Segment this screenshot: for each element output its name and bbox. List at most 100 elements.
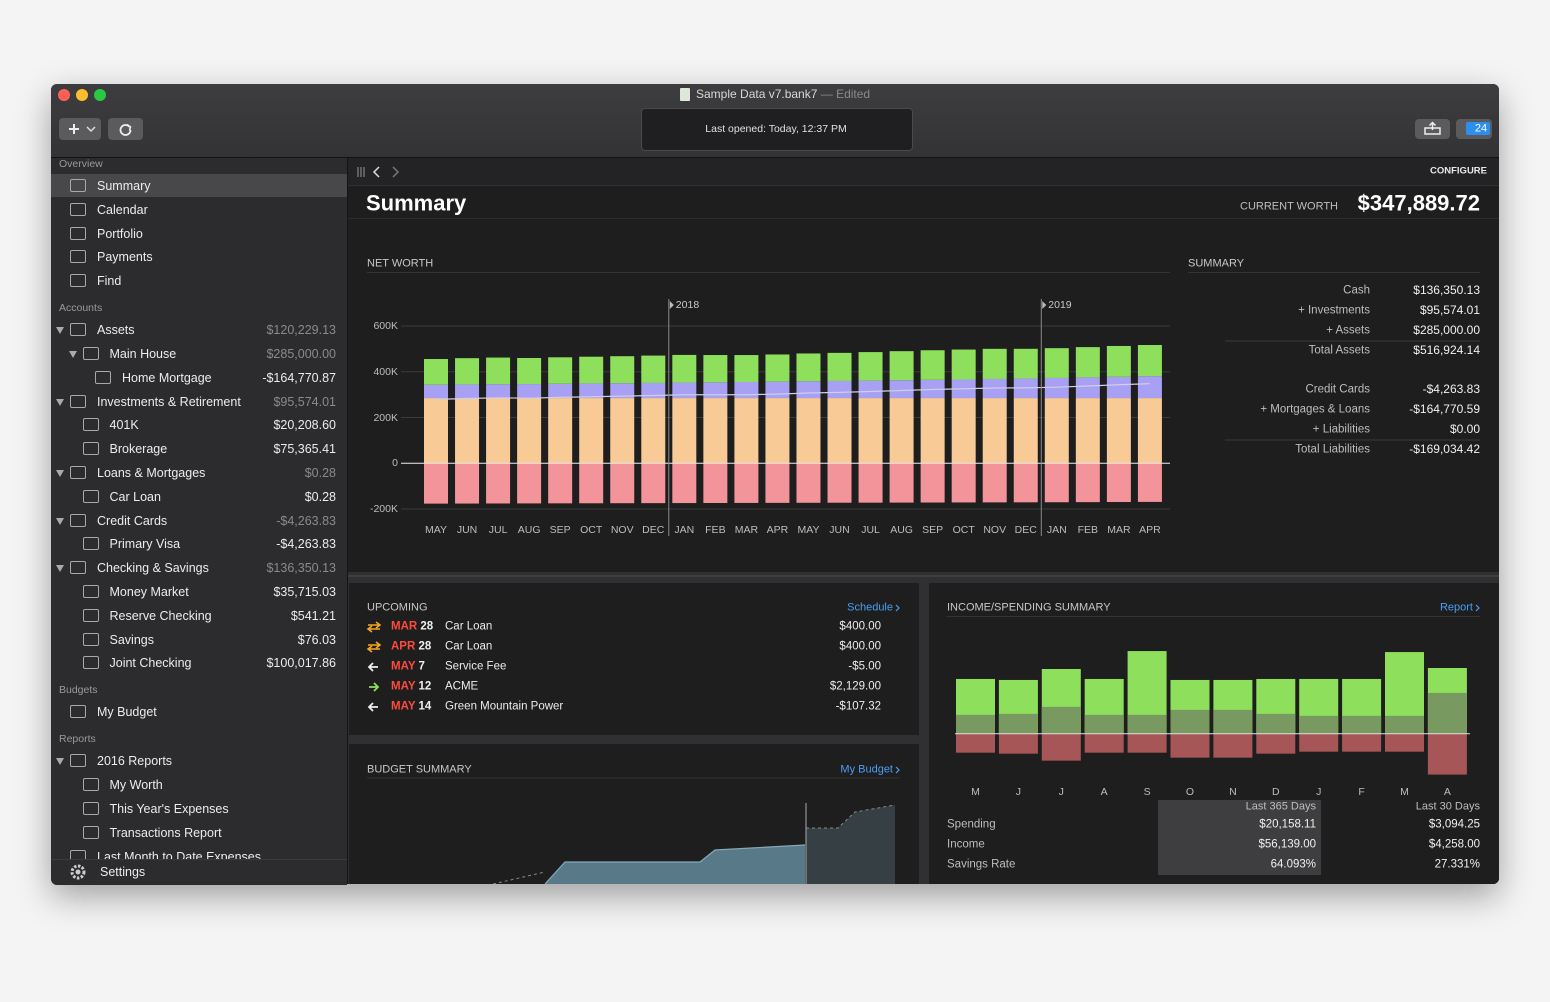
add-button[interactable] [59,118,101,140]
sidebar-item[interactable]: Car Loan [109,489,161,504]
x-tick-label: JUL [861,523,880,536]
bar-segment [796,463,821,503]
bar-segment [486,357,511,385]
sidebar-item[interactable]: Find [97,274,122,288]
share-button[interactable] [1415,119,1450,139]
disclosure-triangle [68,351,77,358]
sidebar-item[interactable]: 401K [109,418,139,433]
sidebar-item[interactable]: Loans & Mortgages [97,465,206,480]
bar [1427,733,1467,775]
date-month: MAY [391,680,416,693]
x-tick-label: A [1100,785,1108,798]
summary-title: SUMMARY [1188,257,1245,270]
sidebar-amount: $541.21 [290,608,336,623]
sidebar-amount: -$164,770.87 [262,370,336,385]
item-icon [82,585,99,598]
zoom-button[interactable] [94,89,106,101]
calendar-icon [1466,122,1490,135]
sidebar-item[interactable]: Money Market [109,584,189,599]
bar-overlay [1299,715,1339,734]
sidebar-item[interactable]: Credit Cards [97,513,168,528]
bar-segment [889,463,914,503]
x-tick-label: JUN [829,523,850,536]
summary-value: $136,350.13 [1413,283,1480,298]
bar-segment [703,398,728,464]
sidebar-amount: $120,229.13 [266,323,336,337]
bar-segment [703,355,728,383]
sidebar-item[interactable]: This Year's Expenses [109,801,229,816]
bar-segment [548,357,573,384]
bar-overlay [1385,715,1424,734]
section-header: Reports [59,733,96,746]
bar-segment [951,463,976,503]
sidebar-item[interactable]: Main House [109,346,177,361]
bar-overlay [1213,709,1253,734]
item-icon [70,705,86,719]
minimize-button[interactable] [76,89,88,101]
panel-link[interactable]: Report [1439,601,1473,614]
sidebar-item[interactable]: Checking & Savings [97,561,209,575]
panel-title: INCOME/SPENDING SUMMARY [947,601,1111,614]
refresh-button[interactable] [108,118,143,140]
panel-title: UPCOMING [367,601,428,614]
bar-segment [951,398,976,464]
configure-button[interactable]: CONFIGURE [1430,165,1487,177]
item-icon [70,513,86,527]
row-value: 27.331% [1434,858,1480,871]
x-tick-label: O [1185,785,1195,798]
upcoming-amount: $2,129.00 [829,680,881,693]
bar-segment [827,398,852,464]
sidebar-item[interactable]: Investments & Retirement [97,394,241,409]
settings-bar[interactable] [51,859,347,885]
bar-segment [827,352,852,381]
item-icon [70,754,86,768]
bar-segment [579,356,604,384]
sidebar-item[interactable]: Last Month to Date Expenses [97,849,261,859]
sidebar-item[interactable]: Brokerage [109,442,168,456]
sidebar-item[interactable]: Home Mortgage [122,370,212,385]
bar-segment [486,463,511,504]
sidebar-item[interactable]: Reserve Checking [109,608,212,623]
settings-label[interactable]: Settings [100,864,146,879]
bar-segment [703,463,728,504]
sidebar-item[interactable]: My Budget [97,705,157,720]
calendar-badge: 24 [1474,122,1488,135]
item-icon [82,347,99,360]
bar-segment [858,398,883,464]
sidebar-item[interactable]: Joint Checking [109,656,192,671]
disclosure-triangle [56,758,64,766]
panel-link[interactable]: My Budget [840,763,893,776]
summary-value: $285,000.00 [1413,323,1480,338]
last-opened: Last opened: Today, 12:37 PM [705,122,847,135]
budget-chart [367,777,900,884]
upcoming-date: MAY 14 [391,700,431,713]
close-button[interactable] [58,89,70,101]
sidebar-item[interactable]: Primary Visa [109,537,181,552]
bar-segment [982,348,1007,379]
summary-value: -$169,034.42 [1409,442,1480,457]
row-label: Spending [947,818,996,831]
sidebar-item[interactable]: My Worth [109,778,163,792]
bar-segment [734,381,759,399]
sidebar-item[interactable]: Transactions Report [109,825,222,840]
sidebar-item[interactable]: Calendar [97,202,148,217]
x-tick-label: OCT [952,523,975,536]
sidebar-item[interactable]: Summary [97,178,151,193]
x-tick-label: J [1316,785,1322,798]
bar [998,733,1038,754]
bar-overlay [998,713,1038,734]
sidebar-item[interactable]: Payments [97,250,153,265]
upcoming-amount: $400.00 [839,640,881,653]
panel-link[interactable]: Schedule [847,601,893,614]
sidebar-item[interactable]: 2016 Reports [97,754,173,769]
sidebar-item[interactable]: Assets [97,323,135,337]
sidebar-item[interactable]: Portfolio [97,226,143,241]
sidebar-item[interactable]: Savings [109,632,154,647]
sidebar-amount: $20,208.60 [273,418,336,433]
item-icon [82,418,99,432]
nav-controls[interactable] [356,165,402,179]
item-icon [70,466,86,479]
x-tick-label: JAN [674,523,695,536]
link-chevron [895,766,900,774]
